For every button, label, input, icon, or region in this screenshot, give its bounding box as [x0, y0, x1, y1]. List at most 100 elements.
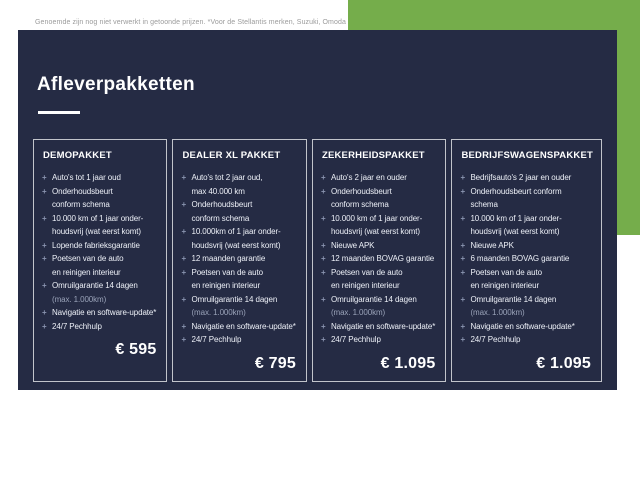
- feature-text: 10.000km of 1 jaar onder- houdsvrij (wat…: [191, 227, 281, 250]
- plus-icon: +: [460, 173, 466, 182]
- feature-text: Auto's tot 2 jaar oud, max 40.000 km: [191, 173, 263, 196]
- feature-text: 12 maanden garantie: [191, 254, 266, 263]
- feature-item: +24/7 Pechhulp: [460, 333, 593, 347]
- plus-icon: +: [42, 254, 47, 263]
- feature-text: Omruilgarantie 14 dagen: [470, 294, 557, 304]
- title-underline: [38, 111, 80, 114]
- plus-icon: +: [181, 321, 187, 331]
- plus-icon: +: [42, 240, 47, 250]
- feature-item: +12 maanden BOVAG garantie: [321, 252, 437, 266]
- package-title: ZEKERHEIDSPAKKET: [321, 150, 425, 161]
- feature-item: + Onderhoudsbeurt conform schema: [321, 185, 437, 212]
- feature-note: (max. 1.000km): [52, 294, 107, 304]
- page-title: Afleverpakketten: [37, 74, 195, 95]
- plus-icon: +: [181, 254, 187, 263]
- footnote: Genoemde zijn nog niet verwerkt in getoo…: [35, 19, 381, 26]
- feature-text: Lopende fabrieksgarantie: [52, 240, 140, 250]
- package-title: BEDRIJFSWAGENSPAKKET: [461, 150, 593, 161]
- feature-text: Bedrijfsauto's 2 jaar en ouder: [470, 173, 572, 182]
- feature-item: + Nieuwe APK: [460, 239, 593, 253]
- feature-item: + Auto's 2 jaar en ouder: [321, 171, 437, 185]
- feature-list: + Auto's tot 1 jaar oud + Onderhoudsbeurt c…: [42, 171, 158, 333]
- feature-text: 6 maanden BOVAG garantie: [470, 254, 570, 263]
- feature-item: +10.000 km of 1 jaar onder- houdsvrij (w…: [42, 212, 158, 239]
- plus-icon: +: [181, 173, 187, 182]
- feature-text: Onderhoudsbeurt conform schema: [470, 186, 562, 210]
- feature-item: + Auto's tot 1 jaar oud: [42, 171, 158, 185]
- feature-item: + Poetsen van de auto en reinigen interie…: [460, 266, 593, 293]
- feature-item: + Omruilgarantie 14 dagen (max. 1.000km): [42, 279, 158, 306]
- feature-item: + Lopende fabrieksgarantie: [42, 239, 158, 253]
- plus-icon: +: [460, 321, 466, 331]
- plus-icon: +: [42, 173, 47, 182]
- feature-note: (max. 1.000km): [330, 308, 386, 317]
- feature-text: Navigatie en software-update*: [191, 321, 296, 331]
- feature-item: + Poetsen van de auto en reinigen interie…: [42, 252, 158, 279]
- feature-item: + Bedrijfsauto's 2 jaar en ouder: [460, 171, 593, 185]
- feature-text: Omruilgarantie 14 dagen: [191, 294, 278, 304]
- plus-icon: +: [320, 321, 326, 331]
- plus-icon: +: [320, 173, 326, 182]
- package-title: DEMOPAKKET: [43, 150, 112, 161]
- plus-icon: +: [42, 213, 47, 223]
- plus-icon: +: [181, 267, 187, 277]
- feature-text: 10.000 km of 1 jaar onder- houdsvrij (wa…: [52, 213, 144, 237]
- feature-item: +10.000km of 1 jaar onder- houdsvrij (wa…: [181, 225, 297, 252]
- plus-icon: +: [460, 186, 466, 196]
- feature-item: + Omruilgarantie 14 dagen (max. 1.000km): [181, 293, 297, 320]
- feature-item: +10.000 km of 1 jaar onder- houdsvrij (w…: [321, 212, 437, 239]
- feature-text: Poetsen van de auto en reinigen interieu…: [191, 267, 263, 291]
- feature-item: +24/7 Pechhulp: [42, 320, 158, 334]
- feature-item: +6 maanden BOVAG garantie: [460, 252, 593, 266]
- feature-item: + Onderhoudsbeurt conform schema: [460, 185, 593, 212]
- feature-item: + Nieuwe APK: [321, 239, 437, 253]
- feature-item: + Onderhoudsbeurt conform schema: [42, 185, 158, 212]
- feature-text: Onderhoudsbeurt conform schema: [330, 186, 392, 210]
- plus-icon: +: [460, 335, 466, 344]
- plus-icon: +: [320, 267, 326, 277]
- plus-icon: +: [42, 281, 47, 290]
- feature-text: 24/7 Pechhulp: [191, 335, 242, 344]
- package-price: € 595: [115, 341, 157, 358]
- plus-icon: +: [320, 213, 326, 223]
- plus-icon: +: [460, 213, 466, 223]
- feature-item: + Poetsen van de auto en reinigen interie…: [181, 266, 297, 293]
- package-price: € 1.095: [380, 354, 436, 372]
- package-price: € 795: [254, 354, 296, 372]
- plus-icon: +: [42, 186, 47, 196]
- feature-list: + Auto's 2 jaar en ouder + Onderhoudsbeurt …: [321, 171, 437, 347]
- feature-item: +12 maanden garantie: [181, 252, 297, 266]
- feature-text: 10.000 km of 1 jaar onder- houdsvrij (wa…: [470, 213, 562, 237]
- plus-icon: +: [320, 294, 326, 304]
- feature-item: + Navigatie en software-update*: [181, 320, 297, 334]
- feature-list: + Auto's tot 2 jaar oud, max 40.000 km + On…: [181, 171, 297, 347]
- feature-text: 24/7 Pechhulp: [470, 335, 521, 344]
- packages-panel: Afleverpakketten DEMOPAKKET + Auto's tot …: [18, 30, 617, 390]
- feature-text: Navigatie en software-update*: [470, 321, 575, 331]
- feature-note: (max. 1.000km): [191, 308, 246, 317]
- feature-list: + Bedrijfsauto's 2 jaar en ouder + Onderhou…: [460, 171, 593, 347]
- feature-text: Onderhoudsbeurt conform schema: [52, 186, 113, 210]
- feature-item: +10.000 km of 1 jaar onder- houdsvrij (w…: [460, 212, 593, 239]
- feature-text: Nieuwe APK: [470, 240, 514, 250]
- packages-row: DEMOPAKKET + Auto's tot 1 jaar oud + Onderh…: [33, 139, 602, 382]
- plus-icon: +: [181, 227, 187, 236]
- feature-text: Poetsen van de auto en reinigen interieu…: [470, 267, 542, 291]
- feature-item: + Omruilgarantie 14 dagen (max. 1.000km): [460, 293, 593, 320]
- feature-text: Poetsen van de auto en reinigen interieu…: [52, 254, 124, 277]
- package-title: DEALER XL PAKKET: [182, 150, 281, 161]
- feature-text: Auto's 2 jaar en ouder: [330, 173, 407, 182]
- plus-icon: +: [320, 335, 326, 344]
- feature-text: Navigatie en software-update*: [52, 308, 157, 317]
- plus-icon: +: [320, 186, 326, 196]
- feature-item: + Auto's tot 2 jaar oud, max 40.000 km: [181, 171, 297, 198]
- feature-note: (max. 1.000km): [470, 308, 525, 317]
- plus-icon: +: [460, 240, 466, 250]
- feature-item: + Navigatie en software-update*: [321, 320, 437, 334]
- package-price: € 1.095: [536, 354, 591, 372]
- plus-icon: +: [181, 200, 187, 209]
- plus-icon: +: [181, 335, 187, 344]
- plus-icon: +: [42, 321, 47, 331]
- feature-text: 24/7 Pechhulp: [330, 335, 381, 344]
- package-card: DEMOPAKKET + Auto's tot 1 jaar oud + Onderh…: [33, 139, 168, 382]
